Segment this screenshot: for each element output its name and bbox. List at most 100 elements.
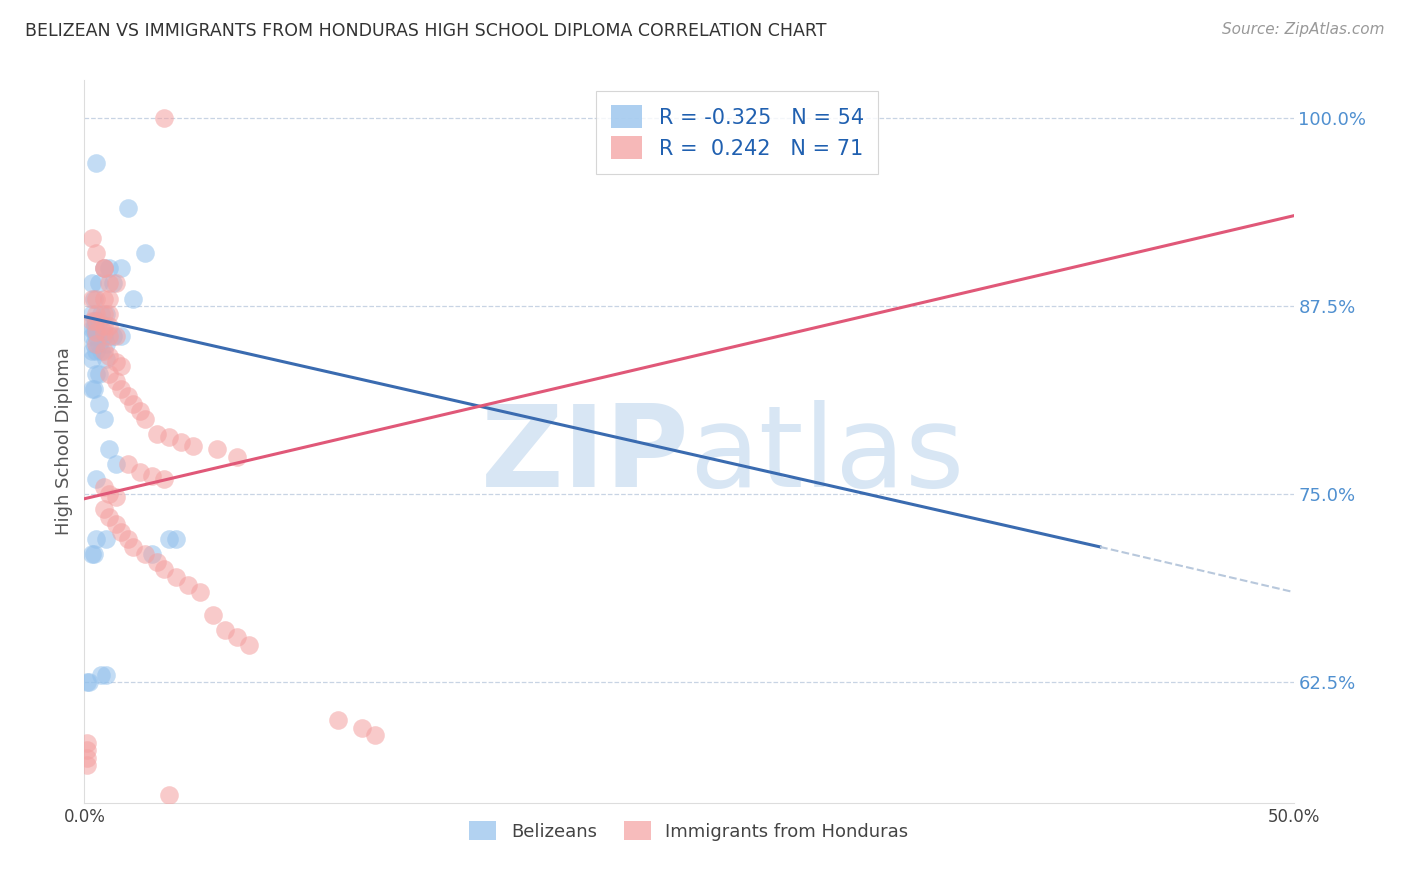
Point <box>80 307 103 321</box>
Point <box>238 638 260 652</box>
Point <box>153 472 176 486</box>
Point <box>86 314 108 328</box>
Point <box>83 314 105 328</box>
Point <box>83 292 105 306</box>
Point <box>110 382 132 396</box>
Point <box>181 439 204 453</box>
Point <box>165 533 187 547</box>
Point <box>93 318 115 333</box>
Point <box>129 465 152 479</box>
Point <box>93 344 115 359</box>
Point <box>207 442 229 456</box>
Point <box>177 577 200 591</box>
Point <box>97 318 120 333</box>
Point <box>93 307 115 321</box>
Point <box>141 469 163 483</box>
Point <box>129 404 152 418</box>
Point <box>117 533 139 547</box>
Point <box>110 329 132 343</box>
Point <box>104 457 127 471</box>
Point <box>104 355 127 369</box>
Text: Source: ZipAtlas.com: Source: ZipAtlas.com <box>1222 22 1385 37</box>
Point <box>80 329 103 343</box>
Point <box>80 321 103 335</box>
Point <box>103 329 125 343</box>
Point <box>121 540 143 554</box>
Point <box>94 336 117 351</box>
Point <box>87 397 110 411</box>
Point <box>157 430 180 444</box>
Point <box>153 111 176 125</box>
Point <box>86 533 108 547</box>
Point <box>103 277 125 291</box>
Point <box>86 344 108 359</box>
Point <box>83 336 105 351</box>
Point <box>97 509 120 524</box>
Point <box>94 351 117 366</box>
Point <box>94 668 117 682</box>
Point <box>83 321 105 335</box>
Point <box>146 555 169 569</box>
Point <box>117 457 139 471</box>
Y-axis label: High School Diploma: High School Diploma <box>55 348 73 535</box>
Point <box>97 277 120 291</box>
Point <box>110 261 132 276</box>
Point <box>86 336 108 351</box>
Point <box>121 292 143 306</box>
Point <box>90 668 112 682</box>
Point <box>86 314 108 328</box>
Point <box>86 329 108 343</box>
Point <box>146 427 169 442</box>
Point <box>94 533 117 547</box>
Point <box>76 675 98 690</box>
Point <box>77 675 100 690</box>
Point <box>170 434 193 449</box>
Point <box>87 314 110 328</box>
Point <box>97 349 120 363</box>
Point <box>87 336 110 351</box>
Point <box>86 367 108 381</box>
Point <box>110 524 132 539</box>
Text: atlas: atlas <box>689 401 965 511</box>
Point <box>93 261 115 276</box>
Point <box>83 548 105 562</box>
Point <box>110 359 132 374</box>
Point <box>76 743 98 757</box>
Point <box>86 246 108 260</box>
Text: ZIP: ZIP <box>481 401 689 511</box>
Point <box>83 382 105 396</box>
Point <box>86 472 108 486</box>
Point <box>190 585 212 599</box>
Point <box>80 314 103 328</box>
Point <box>90 307 112 321</box>
Point <box>121 397 143 411</box>
Point <box>104 277 127 291</box>
Point <box>86 321 108 335</box>
Point <box>117 389 139 403</box>
Point <box>86 156 108 170</box>
Point <box>80 548 103 562</box>
Point <box>76 735 98 749</box>
Point <box>104 374 127 388</box>
Point <box>165 570 187 584</box>
Point <box>97 292 120 306</box>
Point <box>157 789 180 803</box>
Point <box>97 442 120 456</box>
Point <box>153 562 176 576</box>
Point <box>76 758 98 772</box>
Point <box>93 261 115 276</box>
Point <box>87 367 110 381</box>
Point <box>90 344 112 359</box>
Point <box>225 630 247 644</box>
Point <box>97 367 120 381</box>
Point <box>104 490 127 504</box>
Point <box>225 450 247 464</box>
Point <box>134 246 156 260</box>
Point <box>90 321 112 335</box>
Point <box>104 517 127 532</box>
Point <box>328 713 350 727</box>
Point <box>93 502 115 516</box>
Point <box>201 607 224 622</box>
Point <box>93 412 115 426</box>
Point <box>80 277 103 291</box>
